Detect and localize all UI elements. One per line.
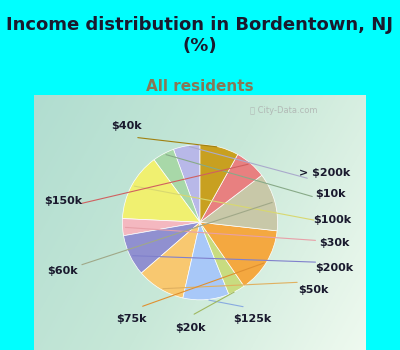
Wedge shape: [200, 222, 244, 294]
Wedge shape: [122, 218, 200, 236]
Text: $100k: $100k: [314, 215, 352, 225]
Text: $60k: $60k: [48, 266, 78, 277]
Text: ⓘ City-Data.com: ⓘ City-Data.com: [250, 106, 317, 115]
Wedge shape: [154, 149, 200, 222]
Text: $125k: $125k: [233, 314, 271, 324]
Wedge shape: [174, 145, 200, 222]
Wedge shape: [122, 160, 200, 222]
Wedge shape: [124, 222, 200, 273]
Text: $50k: $50k: [298, 285, 329, 295]
Wedge shape: [200, 154, 262, 222]
Wedge shape: [200, 222, 277, 286]
Text: $30k: $30k: [319, 238, 350, 248]
Wedge shape: [141, 222, 200, 298]
Text: $200k: $200k: [315, 262, 354, 273]
Wedge shape: [183, 222, 229, 300]
Wedge shape: [200, 175, 278, 231]
Text: $10k: $10k: [315, 189, 346, 199]
Text: $75k: $75k: [117, 314, 147, 324]
Text: $20k: $20k: [175, 323, 206, 333]
Text: $150k: $150k: [44, 196, 82, 206]
Wedge shape: [200, 145, 238, 222]
Text: Income distribution in Bordentown, NJ
(%): Income distribution in Bordentown, NJ (%…: [6, 16, 394, 55]
Text: > $200k: > $200k: [299, 168, 350, 178]
Text: $40k: $40k: [111, 121, 142, 131]
Text: All residents: All residents: [146, 79, 254, 94]
